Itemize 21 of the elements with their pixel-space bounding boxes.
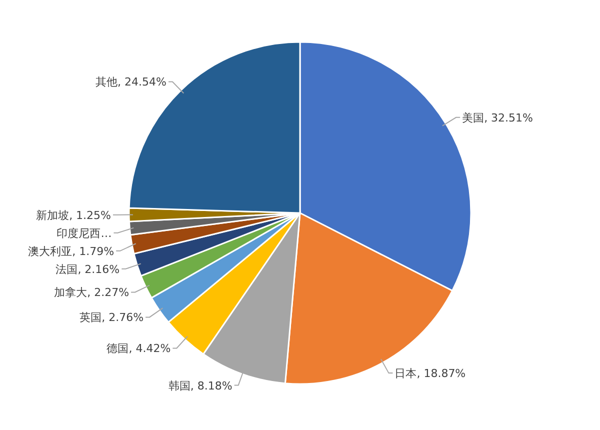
- slice-label: 新加坡: [36, 208, 70, 222]
- data-label: , 24.54%: [118, 76, 166, 89]
- data-label: , 18.87%: [416, 367, 466, 380]
- data-label: , 8.18%: [190, 379, 232, 392]
- slice-label: 法国: [56, 262, 78, 276]
- slice-label: 加拿大: [54, 286, 88, 300]
- data-label: , 2.16%: [78, 262, 120, 276]
- data-label: , 1.79%: [72, 244, 114, 258]
- slice-label: 韩国: [168, 379, 190, 392]
- slice-label: 澳大利亚: [28, 244, 72, 258]
- data-label: , 1.25%: [69, 208, 112, 222]
- data-label: , 2.76%: [102, 311, 144, 324]
- slice-label: 其他: [96, 76, 118, 89]
- slice-label: 印度尼西…: [56, 226, 112, 240]
- slice-label: 英国: [80, 311, 102, 324]
- slice-label: 德国: [106, 342, 129, 356]
- slice-label: 美国: [462, 111, 484, 124]
- data-label: , 32.51%: [484, 111, 533, 124]
- data-label: , 4.42%: [128, 342, 171, 356]
- data-label: , 2.27%: [87, 286, 130, 300]
- slice-label: 日本: [394, 367, 417, 380]
